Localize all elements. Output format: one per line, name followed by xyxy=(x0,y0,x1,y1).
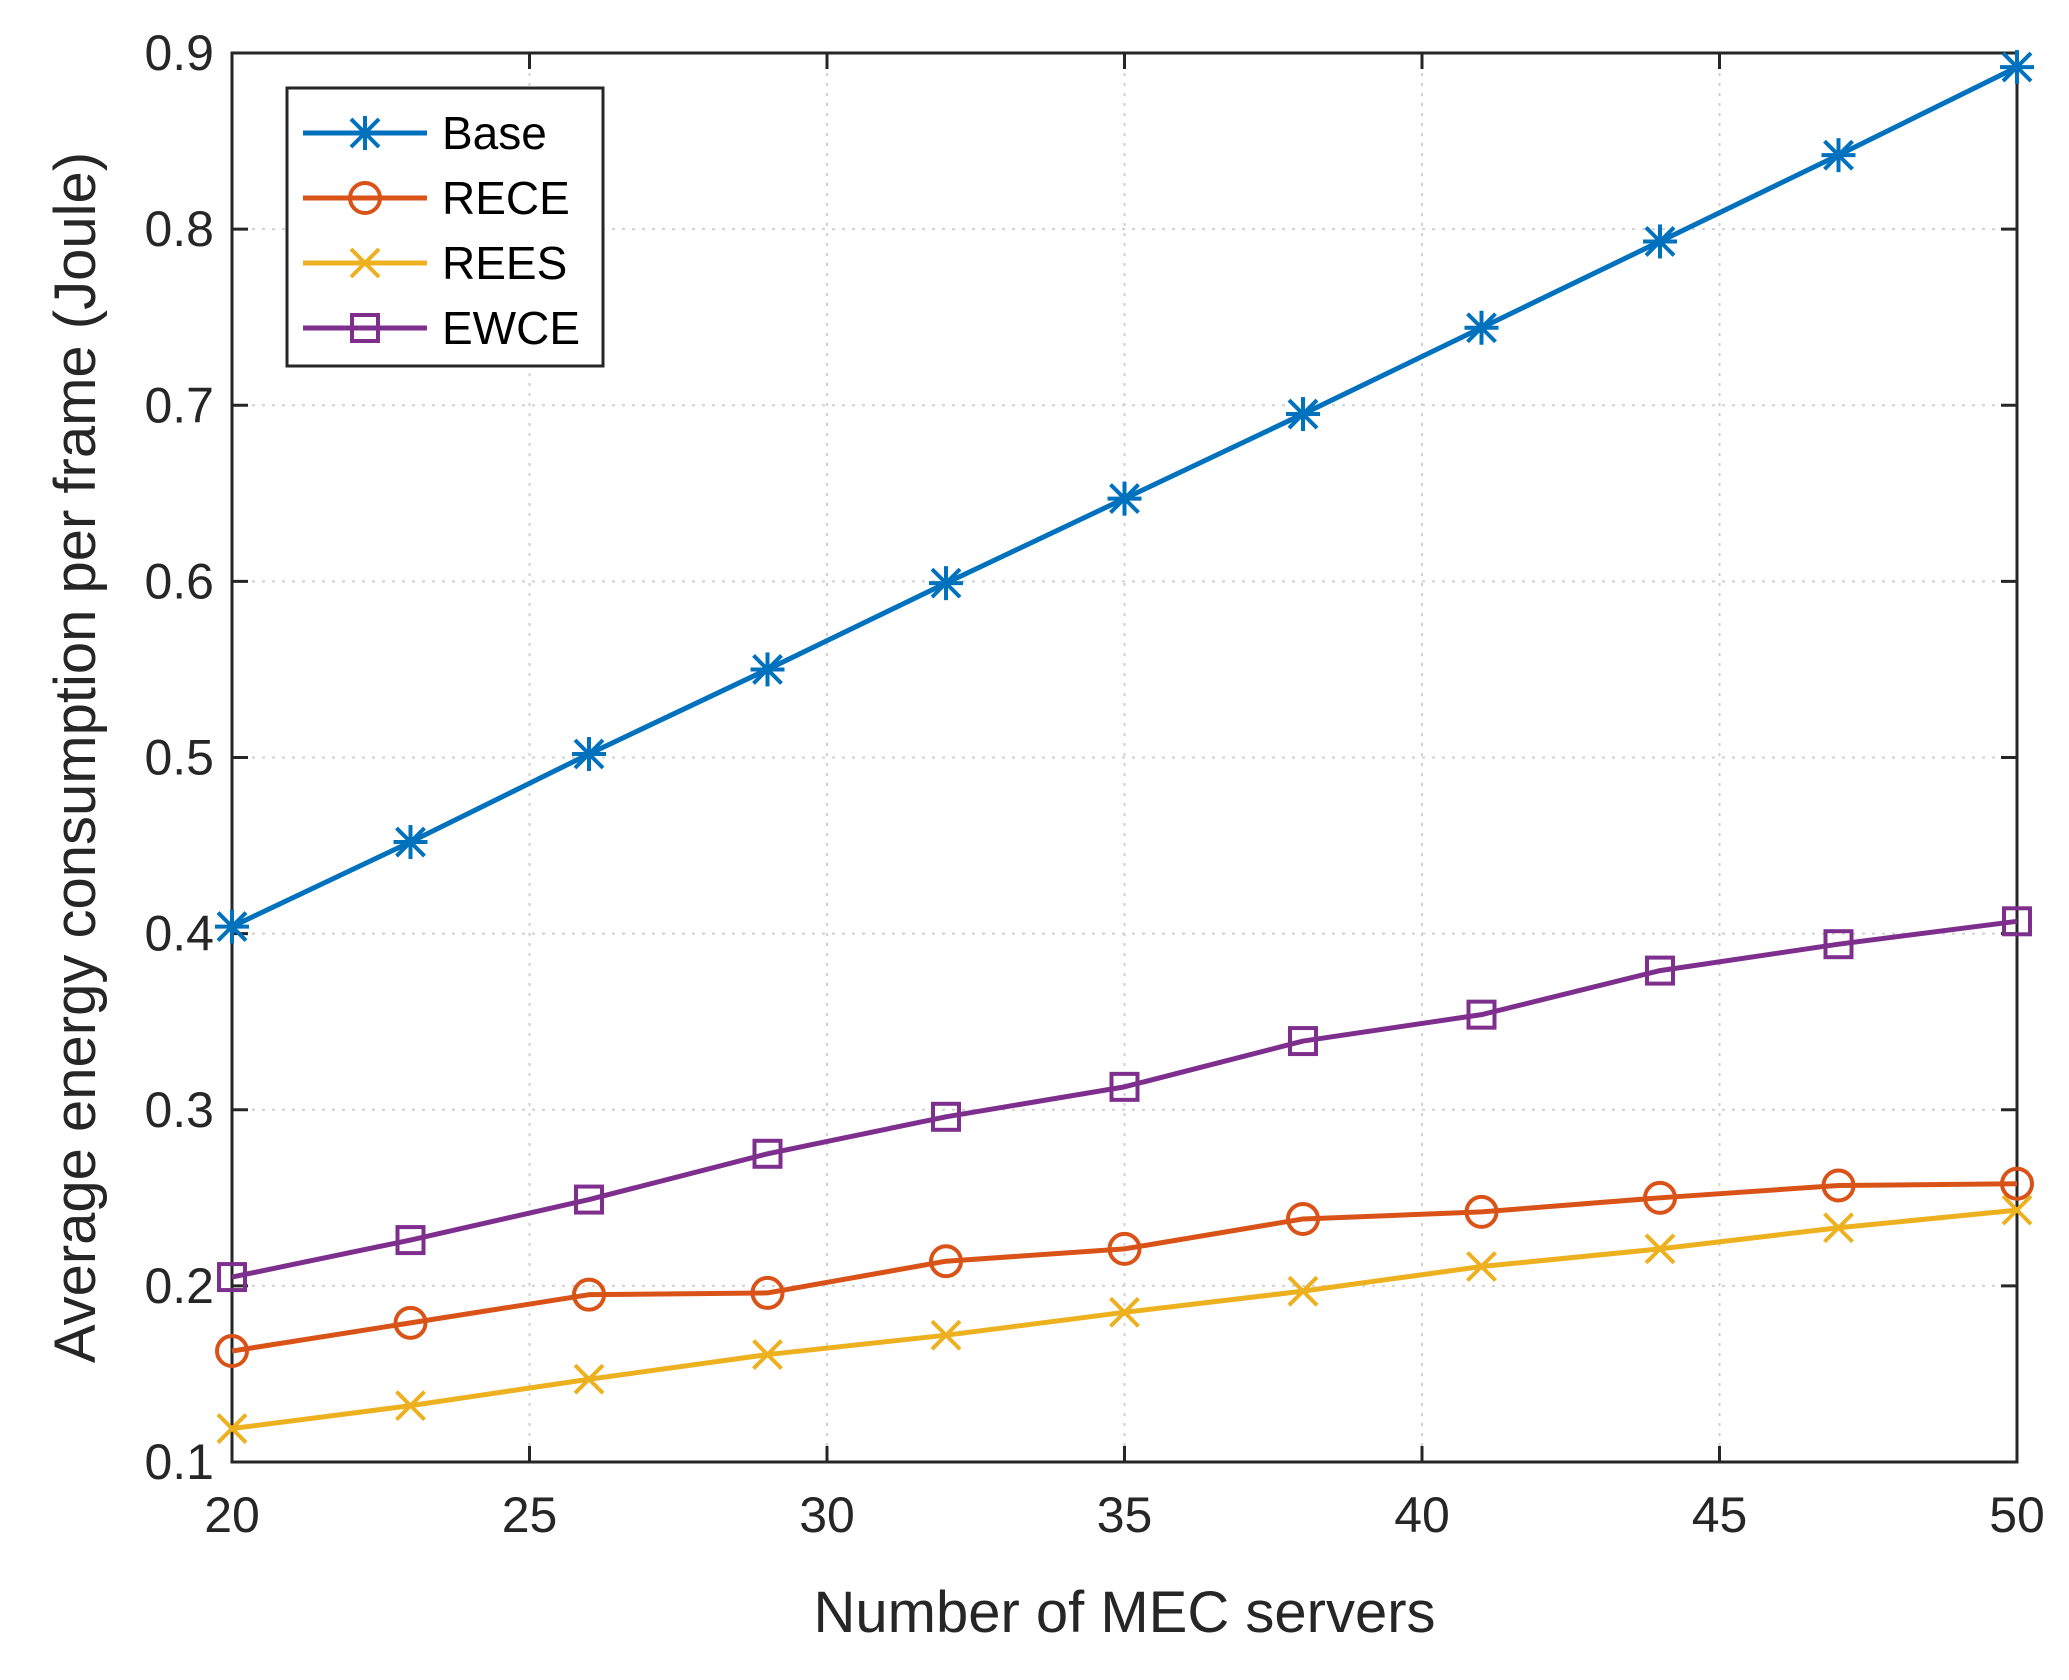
series-base xyxy=(215,50,2034,944)
legend-item-base: Base xyxy=(303,107,547,159)
x-tick-label: 40 xyxy=(1394,1487,1450,1543)
data-point xyxy=(1107,481,1142,516)
data-point xyxy=(2002,906,2032,937)
data-point xyxy=(2000,1166,2034,1201)
data-point xyxy=(1464,1194,1499,1229)
y-tick-label: 0.9 xyxy=(144,25,214,81)
data-point xyxy=(393,825,428,860)
legend-marker xyxy=(349,247,381,279)
data-point xyxy=(393,1305,428,1340)
series-line xyxy=(231,918,2018,1280)
x-tick-label: 20 xyxy=(204,1487,260,1543)
data-point xyxy=(395,1390,426,1422)
y-tick-label: 0.5 xyxy=(144,730,214,786)
data-point xyxy=(1286,1201,1320,1236)
legend-label: EWCE xyxy=(442,302,580,354)
data-point xyxy=(572,736,606,771)
y-axis-title: Average energy consumption per frame (Jo… xyxy=(43,152,108,1363)
x-tick-label: 45 xyxy=(1692,1487,1748,1543)
x-axis-title: Number of MEC servers xyxy=(813,1580,1435,1645)
data-point xyxy=(1286,397,1320,432)
data-point xyxy=(215,1334,249,1369)
data-point xyxy=(1643,224,1677,259)
data-point xyxy=(2000,50,2034,85)
data-point xyxy=(1643,1180,1677,1215)
data-point xyxy=(1645,955,1675,986)
series-rees xyxy=(216,1194,2033,1444)
data-point xyxy=(1823,1212,1854,1244)
legend-item-rees: REES xyxy=(303,237,567,289)
legend-marker xyxy=(348,116,382,150)
legend-label: RECE xyxy=(442,172,570,224)
legend: Base RECE REES EWCE xyxy=(285,86,605,368)
data-point xyxy=(1287,1275,1319,1307)
data-point xyxy=(929,566,963,601)
data-point xyxy=(395,1225,426,1256)
y-tick-label: 0.4 xyxy=(144,906,214,962)
series-group xyxy=(215,50,2034,1444)
data-point xyxy=(1466,999,1497,1030)
x-tick-label: 50 xyxy=(1989,1487,2045,1543)
legend-marker xyxy=(348,181,382,215)
y-tick-label: 0.1 xyxy=(144,1434,214,1490)
data-point xyxy=(1644,1233,1676,1265)
y-tick-label: 0.3 xyxy=(144,1082,214,1138)
y-tick-label: 0.2 xyxy=(144,1258,214,1314)
series-line xyxy=(231,1181,2018,1354)
y-tick-label: 0.6 xyxy=(144,553,214,609)
legend-label: Base xyxy=(442,107,547,159)
data-point xyxy=(750,652,785,687)
data-point xyxy=(216,1413,248,1444)
x-tick-label: 25 xyxy=(502,1487,558,1543)
data-point xyxy=(1821,138,1856,173)
data-point xyxy=(931,1101,961,1132)
legend-item-rece: RECE xyxy=(303,172,570,224)
data-point xyxy=(1109,1296,1140,1328)
x-tick-label: 35 xyxy=(1097,1487,1153,1543)
data-point xyxy=(1823,929,1854,960)
data-point xyxy=(1464,310,1499,345)
series-rece xyxy=(215,1166,2034,1369)
data-point xyxy=(574,1184,604,1215)
data-point xyxy=(215,909,249,944)
data-point xyxy=(1107,1231,1142,1266)
data-point xyxy=(572,1277,606,1312)
data-point xyxy=(1821,1168,1856,1203)
data-point xyxy=(752,1138,783,1169)
y-tick-label: 0.8 xyxy=(144,201,214,257)
axes xyxy=(230,51,2019,1464)
data-point xyxy=(1109,1071,1140,1102)
legend-label: REES xyxy=(442,237,567,289)
data-point xyxy=(750,1275,785,1310)
legend-marker xyxy=(350,313,380,343)
legend-item-ewce: EWCE xyxy=(303,302,580,354)
x-tick-label: 30 xyxy=(799,1487,855,1543)
data-point xyxy=(573,1363,605,1395)
grid xyxy=(232,53,2017,1462)
data-point xyxy=(1466,1251,1497,1282)
data-point xyxy=(1288,1026,1318,1057)
tick-labels: 20 25 30 35 40 45 50 0.1 0.2 0.3 0.4 0.5 0.6 0.7 0.8 0.… xyxy=(144,25,2044,1543)
data-point xyxy=(929,1244,963,1279)
data-point xyxy=(2001,1194,2033,1226)
data-point xyxy=(217,1262,247,1293)
data-point xyxy=(930,1319,962,1351)
series-ewce xyxy=(217,906,2032,1293)
data-point xyxy=(752,1339,783,1370)
y-tick-label: 0.7 xyxy=(144,377,214,433)
